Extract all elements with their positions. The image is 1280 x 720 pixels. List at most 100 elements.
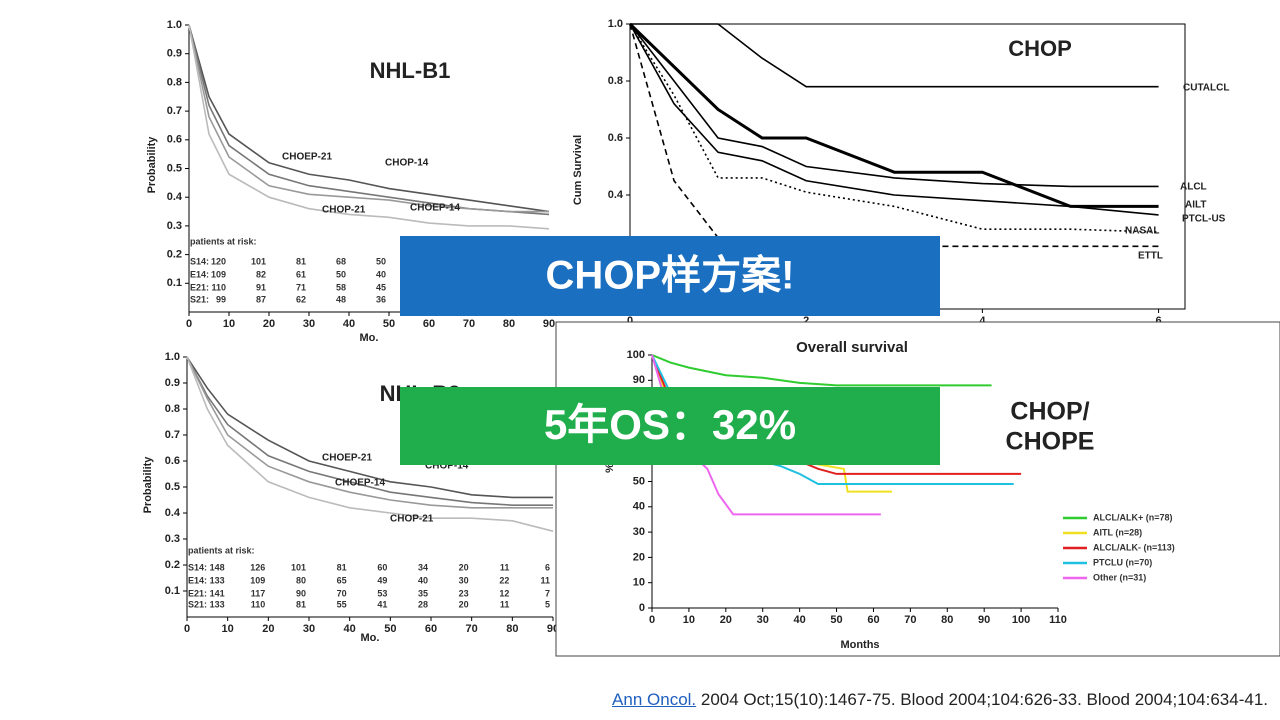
- risk-count: 23: [459, 588, 469, 598]
- risk-count: 101: [291, 562, 306, 572]
- curve-label: NASAL: [1125, 226, 1159, 237]
- survival-curve: [628, 22, 1159, 208]
- y-tick-label: 0.3: [165, 533, 180, 545]
- risk-count: 49: [377, 575, 387, 585]
- risk-count: 81: [337, 562, 347, 572]
- x-tick-label: 0: [649, 614, 655, 626]
- legend-label: ALCL/ALK- (n=113): [1093, 542, 1175, 552]
- y-tick-label: 0.3: [167, 220, 182, 232]
- risk-count: 48: [336, 294, 346, 304]
- risk-count: 20: [459, 599, 469, 609]
- x-tick-label: 40: [343, 318, 355, 330]
- legend-label: Other (n=31): [1093, 572, 1146, 582]
- risk-count: 133: [210, 599, 225, 609]
- x-tick-label: 80: [941, 614, 953, 626]
- survival-curve: [188, 24, 550, 213]
- survival-curve: [630, 23, 1159, 88]
- chart-frame: [555, 321, 1280, 657]
- x-tick-label: 100: [1012, 614, 1030, 626]
- risk-count: 40: [376, 269, 386, 279]
- risk-row-label: S21:: [188, 599, 207, 609]
- x-tick-label: 0: [186, 318, 192, 330]
- risk-count: 80: [296, 575, 306, 585]
- y-tick-label: 0.4: [165, 507, 181, 519]
- x-tick-label: 10: [683, 614, 695, 626]
- x-tick-label: 60: [867, 614, 879, 626]
- y-tick-label: 0.1: [167, 277, 182, 289]
- y-tick-label: 0.8: [165, 403, 180, 415]
- x-axis-label: Mo.: [360, 332, 379, 344]
- y-axis-label: Probability: [146, 136, 158, 194]
- x-tick-label: 90: [978, 614, 990, 626]
- y-tick-label: 0.7: [167, 105, 182, 117]
- survival-curve: [186, 356, 553, 499]
- annotation: CHOP/: [1010, 398, 1089, 426]
- risk-count: 117: [251, 588, 266, 598]
- legend-label: AITL (n=28): [1093, 527, 1142, 537]
- curve-label: ALCL: [1180, 182, 1207, 193]
- x-tick-label: 20: [262, 623, 274, 635]
- risk-row-label: S14:: [188, 562, 207, 572]
- risk-count: 70: [337, 588, 347, 598]
- risk-count: 60: [377, 562, 387, 572]
- y-tick-label: 0.5: [167, 162, 182, 174]
- y-tick-label: 0: [639, 602, 645, 614]
- survival-curve: [186, 356, 554, 532]
- x-tick-label: 50: [383, 318, 395, 330]
- curve-label: CHOEP-14: [410, 203, 460, 214]
- x-tick-label: 6: [1156, 315, 1162, 327]
- risk-row-label: S14:: [190, 256, 209, 266]
- y-tick-label: 90: [633, 374, 645, 386]
- risk-row-label: S21:: [190, 294, 209, 304]
- y-tick-label: 0.8: [167, 76, 182, 88]
- survival-curve: [186, 356, 553, 507]
- risk-count: 12: [499, 588, 509, 598]
- risk-count: 11: [540, 575, 550, 585]
- x-tick-label: 4: [979, 315, 986, 327]
- banner-text: CHOP样方案!: [546, 254, 795, 298]
- x-tick-label: 20: [720, 614, 732, 626]
- risk-count: 50: [376, 256, 386, 266]
- x-tick-label: 30: [303, 318, 315, 330]
- x-tick-label: 80: [503, 318, 515, 330]
- risk-count: 141: [210, 588, 225, 598]
- risk-count: 81: [296, 256, 306, 266]
- risk-table-title: patients at risk:: [190, 236, 257, 246]
- x-tick-label: 10: [222, 623, 234, 635]
- citation-link[interactable]: Ann Oncol.: [612, 690, 697, 709]
- x-tick-label: 70: [463, 318, 475, 330]
- risk-count: 55: [337, 599, 347, 609]
- footer: Ann Oncol. 2004 Oct;15(10):1467-75. Bloo…: [612, 690, 1268, 710]
- risk-count: 68: [336, 256, 346, 266]
- risk-count: 5: [545, 599, 550, 609]
- x-tick-label: 10: [223, 318, 235, 330]
- y-tick-label: 0.6: [167, 134, 182, 146]
- x-tick-label: 70: [904, 614, 916, 626]
- risk-count: 53: [377, 588, 387, 598]
- risk-count: 7: [545, 588, 550, 598]
- survival-curve: [188, 24, 550, 230]
- y-tick-label: 0.5: [165, 481, 180, 493]
- x-tick-label: 50: [384, 623, 396, 635]
- risk-count: 71: [296, 282, 306, 292]
- curve-label: CHOP-21: [390, 514, 434, 525]
- y-axis-label: Probability: [142, 456, 154, 514]
- survival-curve: [629, 23, 1159, 188]
- risk-count: 109: [250, 575, 265, 585]
- banner: [400, 236, 940, 316]
- curve-label: CHOEP-14: [335, 478, 385, 489]
- chart-title: CHOP: [1008, 36, 1072, 61]
- risk-count: 40: [418, 575, 428, 585]
- risk-count: 50: [336, 269, 346, 279]
- y-tick-label: 1.0: [608, 18, 623, 30]
- citation: 2004 Oct;15(10):1467-75. Blood 2004;104:…: [700, 690, 1268, 709]
- curve-label: PTCL-US: [1182, 214, 1226, 225]
- chart: 0.1 0.2 0.3 0.4 0.5 0.6 0.7 0.8 0.9 1.0 0 10 20 30 40 5…: [140, 12, 560, 345]
- curve-label: CUTALCL: [1183, 83, 1229, 94]
- x-tick-label: 20: [263, 318, 275, 330]
- risk-count: 35: [418, 588, 428, 598]
- y-tick-label: 1.0: [165, 351, 180, 363]
- chart-title: NHL-B1: [370, 58, 451, 83]
- risk-count: 58: [336, 282, 346, 292]
- risk-count: 41: [377, 599, 387, 609]
